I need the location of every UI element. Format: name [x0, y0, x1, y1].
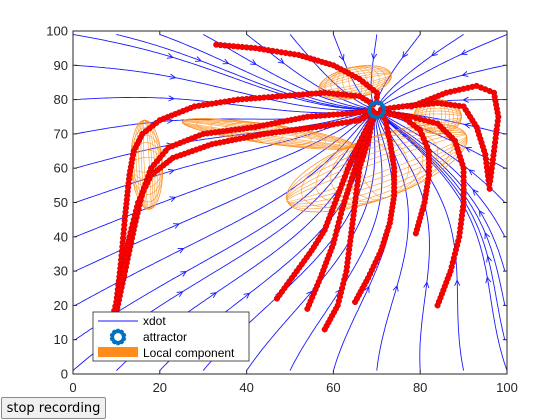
x-tick-label: 40: [239, 380, 253, 395]
streamline: [379, 113, 506, 340]
streamline: [73, 33, 372, 111]
streamline: [75, 111, 372, 203]
streamline-arrow: [180, 270, 188, 277]
streamline-arrow: [250, 59, 257, 66]
legend-local-component-label: Local component: [143, 346, 235, 360]
streamline-arrow: [338, 53, 345, 61]
streamline-arrow: [485, 276, 492, 284]
x-tick-label: 100: [496, 380, 518, 395]
streamline: [380, 64, 505, 107]
streamline-arrow: [430, 50, 438, 57]
streamline-arrow: [177, 248, 185, 254]
streamline-arrow: [166, 52, 174, 59]
streamline: [370, 34, 378, 107]
streamline: [377, 115, 430, 371]
x-tick-label: 0: [69, 380, 76, 395]
attractor-gear-icon: [367, 100, 387, 120]
y-tick-label: 70: [54, 126, 68, 141]
streamline-arrow: [423, 281, 430, 289]
streamline: [379, 114, 507, 371]
streamline-arrow: [460, 49, 468, 55]
streamline-arrow: [169, 196, 177, 203]
streamline: [75, 110, 371, 169]
streamline: [116, 33, 372, 111]
streamline-arrow: [210, 292, 218, 299]
stop-recording-button[interactable]: stop recording: [1, 397, 106, 419]
streamline-arrow: [472, 188, 479, 196]
streamline-arrow: [172, 223, 180, 229]
y-tick-label: 50: [54, 195, 68, 210]
streamline: [377, 34, 464, 106]
streamline-arrow: [486, 255, 492, 263]
y-tick-label: 80: [54, 92, 68, 107]
streamline: [246, 115, 376, 371]
streamline-arrow: [363, 285, 370, 293]
streamline-arrow: [277, 57, 285, 64]
streamline-arrow: [478, 209, 485, 217]
y-tick-label: 30: [54, 264, 68, 279]
streamline-arrow: [462, 96, 469, 103]
streamline: [289, 34, 372, 109]
streamline-arrow: [169, 73, 177, 80]
streamline-arrow: [176, 291, 184, 298]
streamline-arrow: [195, 56, 203, 62]
streamline-arrow: [167, 168, 175, 175]
streamline-arrow: [402, 51, 409, 59]
streamline-arrow: [371, 53, 378, 61]
y-tick-label: 90: [54, 58, 68, 73]
streamline-arrow: [468, 169, 476, 176]
legend-attractor-marker: [109, 328, 127, 346]
y-tick-label: 0: [61, 367, 68, 382]
x-tick-label: 80: [413, 380, 427, 395]
x-tick-label: 20: [153, 380, 167, 395]
legend-xdot-label: xdot: [143, 314, 166, 328]
streamline: [379, 113, 506, 272]
legend: xdot attractor Local component: [92, 311, 250, 362]
streamline: [378, 113, 465, 371]
legend-attractor-label: attractor: [143, 330, 187, 344]
streamline: [289, 114, 383, 371]
y-tick-label: 60: [54, 161, 68, 176]
legend-local-component-swatch: [98, 347, 138, 357]
streamline-arrow: [243, 292, 251, 299]
streamline: [159, 33, 370, 111]
data-point: [487, 178, 494, 185]
y-tick-label: 20: [54, 298, 68, 313]
x-tick-label: 60: [326, 380, 340, 395]
streamline-arrow: [168, 95, 176, 102]
streamline: [202, 34, 370, 110]
y-tick-label: 100: [46, 24, 68, 39]
streamline: [75, 64, 371, 111]
streamline-arrow: [463, 122, 471, 129]
streamline-arrow: [392, 284, 399, 292]
streamline: [376, 34, 421, 105]
streamline-arrow: [461, 71, 469, 77]
x-axis: 0 20 40 60 80 100: [69, 31, 518, 395]
streamline: [379, 33, 507, 106]
streamline-arrow: [484, 232, 491, 240]
y-axis: 0 10 20 30 40 50 60 70 80 90 100: [46, 24, 507, 382]
y-tick-label: 40: [54, 229, 68, 244]
streamline-arrow: [222, 58, 230, 65]
y-tick-label: 10: [54, 332, 68, 347]
streamline-arrow: [464, 147, 472, 153]
streamline-arrow: [454, 279, 461, 286]
attractor-gear-icon: [109, 328, 127, 346]
attractor-marker: [367, 100, 387, 120]
